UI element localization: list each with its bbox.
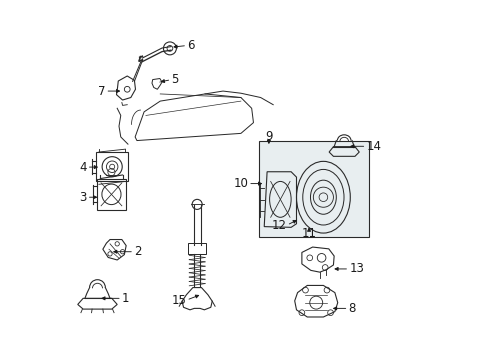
Text: 9: 9 <box>264 130 272 144</box>
Text: 6: 6 <box>187 39 194 52</box>
Text: 4: 4 <box>79 161 86 174</box>
Text: 11: 11 <box>301 226 316 239</box>
Text: 12: 12 <box>271 219 286 232</box>
Bar <box>258 140 368 237</box>
Text: 15: 15 <box>171 294 186 307</box>
Text: 7: 7 <box>98 85 105 98</box>
Bar <box>96 152 128 181</box>
Text: 5: 5 <box>171 73 178 86</box>
Text: 13: 13 <box>348 262 364 275</box>
Text: 3: 3 <box>79 191 86 204</box>
Bar <box>188 243 206 253</box>
Bar <box>97 179 126 210</box>
Text: 14: 14 <box>366 140 381 153</box>
Text: 10: 10 <box>233 177 247 190</box>
Text: 8: 8 <box>348 302 355 315</box>
Text: 1: 1 <box>122 292 129 305</box>
Text: 2: 2 <box>134 245 141 258</box>
